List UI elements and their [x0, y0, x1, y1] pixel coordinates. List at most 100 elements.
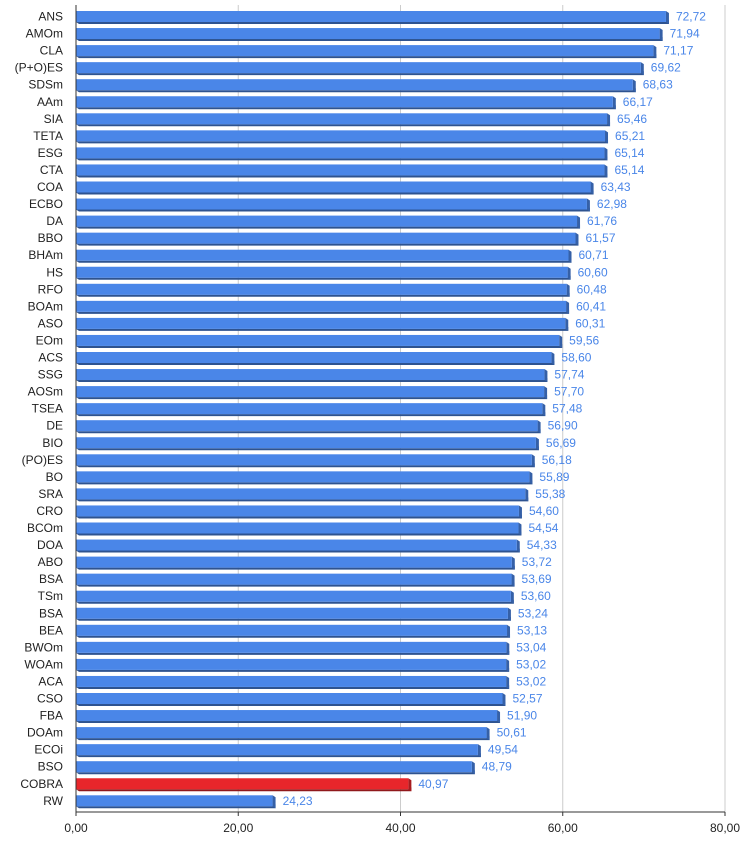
bar — [76, 641, 510, 655]
category-label: ANS — [38, 10, 63, 24]
value-label: 60,41 — [576, 299, 606, 313]
bar-side-face — [408, 778, 412, 792]
value-label: 50,61 — [497, 726, 527, 740]
category-label: TSEA — [32, 402, 63, 416]
bar-front — [76, 266, 568, 278]
bar-front — [76, 420, 538, 432]
bar-front — [76, 28, 660, 40]
bar — [76, 573, 515, 587]
bar-front — [76, 607, 508, 619]
bar-side-face — [516, 539, 520, 553]
bar — [76, 710, 501, 724]
bar-side-face — [477, 744, 481, 758]
bar — [76, 113, 611, 127]
bar-front — [76, 641, 507, 653]
category-label: SIA — [44, 112, 63, 126]
value-label: 65,14 — [614, 163, 644, 177]
value-label: 61,57 — [585, 231, 615, 245]
value-label: 53,13 — [517, 623, 547, 637]
bar-side-face — [577, 215, 581, 229]
category-label: CTA — [40, 163, 63, 177]
bar — [76, 744, 481, 758]
value-label: 69,62 — [651, 61, 681, 75]
category-label: FBA — [40, 709, 63, 723]
x-tick-label: 20,00 — [223, 821, 253, 835]
value-label: 68,63 — [643, 78, 673, 92]
bar — [76, 334, 563, 348]
value-label: 71,17 — [663, 44, 693, 58]
category-label: SSG — [38, 368, 63, 382]
bar-front — [76, 590, 511, 602]
bar-front — [76, 403, 543, 415]
bar — [76, 79, 636, 93]
bar-front — [76, 437, 536, 449]
bar-side-face — [565, 317, 569, 331]
category-label: WOAm — [24, 657, 63, 671]
value-labels: 72,72 71,94 71,17 69,62 68,63 66,17 65,46 65,21… — [283, 10, 707, 808]
category-label: (P+O)ES — [15, 61, 63, 75]
bar-side-face — [653, 45, 657, 59]
bar — [76, 658, 510, 672]
bar-side-face — [544, 386, 548, 400]
value-label: 54,33 — [527, 538, 557, 552]
category-label: EOm — [36, 333, 63, 347]
bar-front — [76, 352, 552, 363]
bar-front — [76, 488, 526, 500]
value-label: 49,54 — [488, 743, 518, 757]
category-label: BEA — [39, 623, 63, 637]
bar-front — [76, 232, 576, 244]
bar-side-face — [632, 79, 636, 93]
bar-front — [76, 113, 608, 125]
value-label: 53,04 — [516, 640, 546, 654]
category-label: ABO — [38, 555, 63, 569]
bar — [76, 420, 541, 434]
bar — [76, 164, 608, 178]
bar-side-face — [525, 488, 529, 502]
bar-side-face — [607, 113, 611, 127]
value-label: 40,97 — [418, 777, 448, 791]
value-label: 65,14 — [614, 146, 644, 160]
bar-front — [76, 710, 498, 722]
bar-side-face — [486, 727, 490, 741]
x-tick-label: 60,00 — [548, 821, 578, 835]
value-label: 54,54 — [528, 521, 558, 535]
value-label: 61,76 — [587, 214, 617, 228]
value-label: 63,43 — [601, 180, 631, 194]
bar-front — [76, 658, 507, 670]
value-label: 62,98 — [597, 197, 627, 211]
value-label: 54,60 — [529, 504, 559, 518]
bar-side-face — [511, 573, 515, 587]
bar-front — [76, 215, 578, 227]
category-label: BBO — [38, 231, 63, 245]
bar-front — [76, 11, 666, 22]
bar — [76, 454, 535, 468]
category-label: ECOi — [34, 743, 63, 757]
bar — [76, 505, 522, 519]
bar-side-face — [506, 641, 510, 655]
bar-front — [76, 386, 545, 398]
category-label: (PO)ES — [22, 453, 63, 467]
bar-front — [76, 300, 567, 312]
bar-front — [76, 369, 545, 381]
bar — [76, 369, 548, 383]
bar — [76, 539, 520, 553]
bar-side-face — [605, 130, 609, 144]
bar — [76, 795, 276, 809]
bar-side-face — [640, 62, 644, 76]
bar-side-face — [511, 556, 515, 570]
bar-side-face — [471, 761, 475, 775]
bar — [76, 11, 669, 24]
bar-side-face — [542, 403, 546, 417]
value-label: 53,02 — [516, 674, 546, 688]
bar-side-face — [604, 147, 608, 161]
bar — [76, 62, 644, 76]
bar — [76, 232, 579, 246]
bar — [76, 198, 590, 212]
bar-front — [76, 573, 512, 585]
bar-front — [76, 624, 508, 636]
bar — [76, 437, 539, 451]
value-label: 56,90 — [548, 419, 578, 433]
bar-side-face — [506, 675, 510, 689]
category-label: BSA — [39, 572, 63, 586]
